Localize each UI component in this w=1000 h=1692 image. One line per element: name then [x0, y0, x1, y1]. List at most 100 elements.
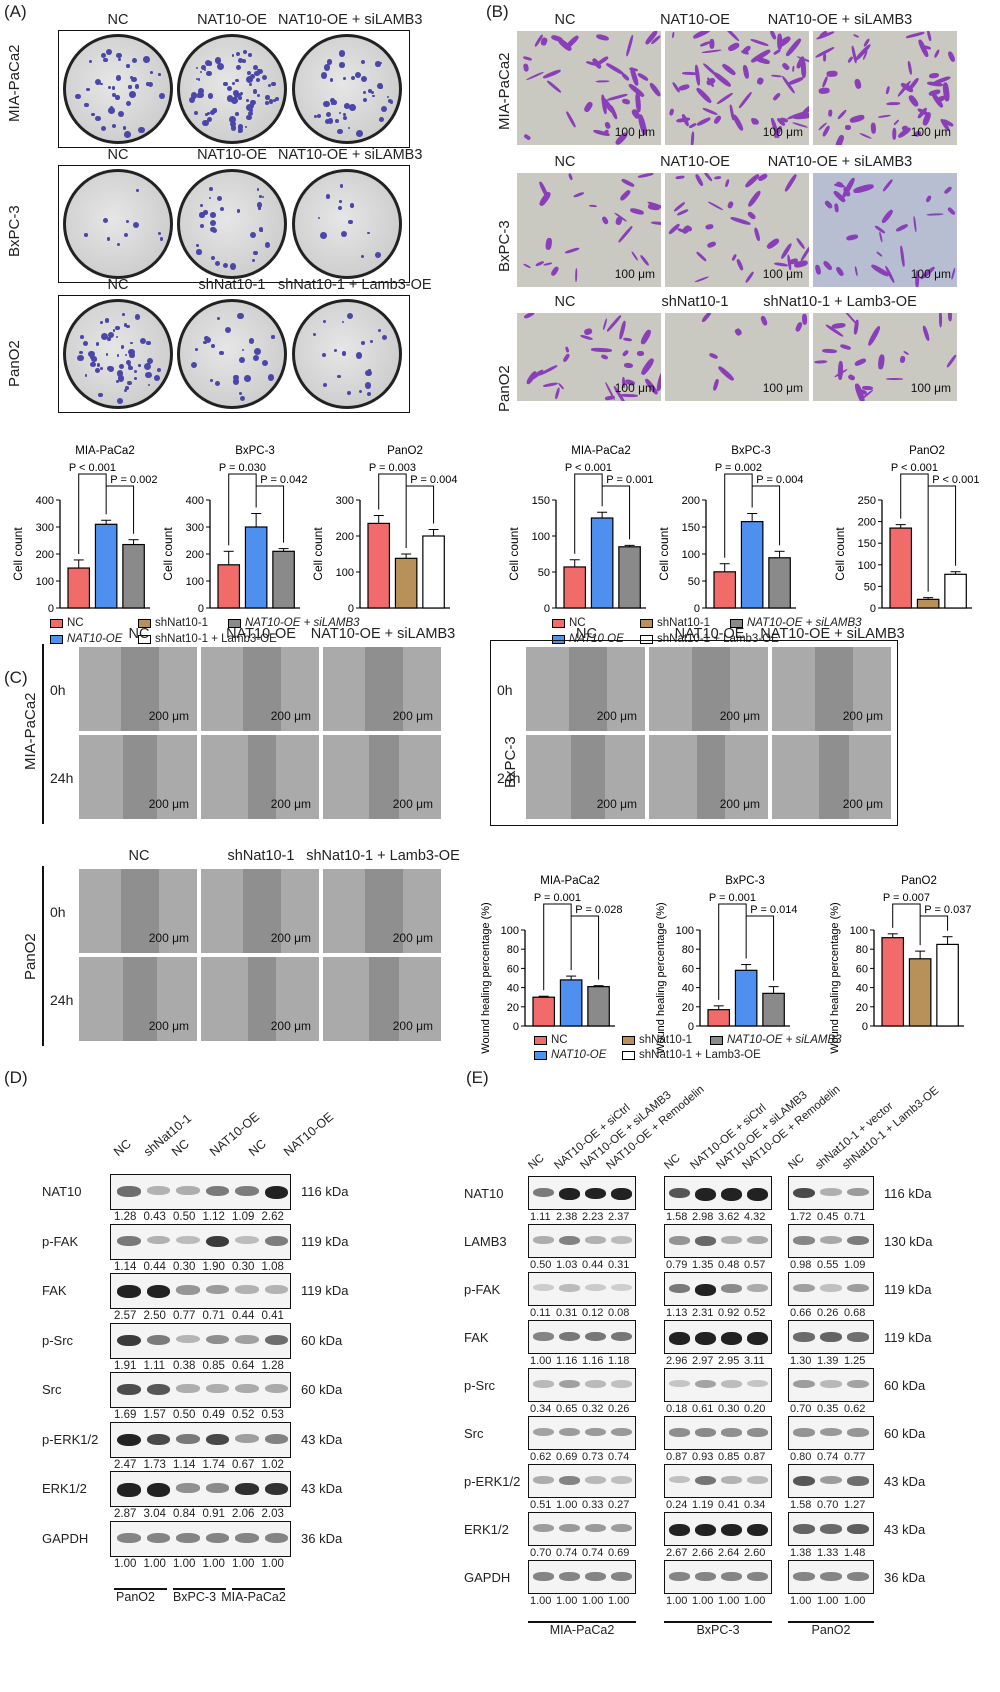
significance-bracket — [724, 473, 753, 558]
protein-name: NAT10 — [42, 1184, 82, 1199]
blot-band — [559, 1188, 580, 1200]
wound-box — [490, 640, 898, 826]
scale-bar-label: 200 μm — [392, 1019, 433, 1033]
blot-band — [820, 1380, 842, 1388]
blot-band — [585, 1236, 606, 1244]
colony — [344, 102, 350, 109]
migrated-cell — [800, 59, 807, 79]
colony — [82, 341, 88, 346]
colony — [248, 111, 254, 117]
band-quantification: 1.58 — [790, 1499, 812, 1511]
band-quantification: 1.00 — [261, 1557, 284, 1570]
migrated-cell — [746, 189, 762, 209]
y-axis-label: Cell count — [507, 527, 521, 581]
colony — [236, 312, 244, 320]
blot-band — [847, 1332, 869, 1342]
blot-band — [721, 1476, 742, 1484]
colony — [258, 206, 262, 210]
chart-title: PanO2 — [387, 445, 423, 457]
blot-band — [585, 1572, 606, 1581]
colony — [261, 359, 269, 366]
blot-band — [747, 1188, 768, 1201]
migrated-cell — [836, 108, 848, 120]
colony — [249, 82, 253, 87]
bar — [532, 996, 556, 1027]
blot-band — [669, 1524, 690, 1537]
colony — [190, 362, 197, 369]
colony — [77, 354, 84, 362]
colony — [204, 68, 207, 71]
migrated-cell — [714, 175, 722, 180]
wound-image: 200 μm — [78, 868, 198, 954]
blot-band — [146, 1384, 170, 1396]
band-quantification: 1.02 — [261, 1458, 284, 1471]
y-tick-label: 80 — [507, 944, 519, 956]
colony — [118, 375, 125, 382]
colony-plate-box — [58, 30, 410, 148]
y-tick-label: 40 — [507, 983, 519, 995]
migrated-cell — [834, 203, 840, 213]
colony — [340, 230, 347, 237]
time-label: 0h — [50, 682, 66, 698]
blot-band — [146, 1433, 170, 1445]
colony — [206, 70, 212, 77]
scale-bar-label: 100 μm — [614, 125, 655, 139]
colony — [379, 117, 385, 123]
scale-bar-label: 200 μm — [148, 709, 189, 723]
colony — [233, 374, 240, 381]
migrated-cell — [636, 72, 650, 83]
wound-image: 200 μm — [525, 646, 646, 732]
migrated-cell — [765, 237, 781, 251]
migrated-cell — [881, 178, 894, 192]
colony — [126, 324, 130, 329]
migrated-cell — [524, 313, 536, 320]
y-tick-label: 150 — [532, 495, 550, 507]
migrated-cell — [759, 315, 768, 327]
migrated-cell — [737, 91, 753, 110]
blot-row — [788, 1272, 874, 1306]
colony — [249, 108, 254, 113]
colony — [204, 336, 211, 343]
blot-band — [669, 1188, 690, 1199]
migrated-cell — [938, 313, 943, 328]
band-quantification: 0.80 — [790, 1451, 812, 1463]
migrated-cell — [621, 98, 630, 106]
scale-bar-label: 200 μm — [596, 797, 637, 811]
band-quantification: 0.70 — [790, 1403, 812, 1415]
bar — [734, 969, 758, 1027]
migrated-cell — [772, 48, 781, 56]
migrated-cell — [823, 199, 834, 210]
colony — [111, 123, 117, 128]
band-quantification: 1.00 — [718, 1595, 740, 1607]
blot-band — [747, 1236, 768, 1245]
colony — [248, 52, 253, 57]
band-quantification: 1.39 — [817, 1355, 839, 1367]
migrated-cell — [694, 64, 701, 86]
colony — [272, 98, 276, 102]
migrated-cell — [947, 206, 957, 216]
band-quantification: 0.67 — [232, 1458, 255, 1471]
band-quantification: 0.44 — [232, 1310, 255, 1322]
y-tick-label: 0 — [348, 603, 354, 615]
colony — [337, 129, 343, 135]
migrated-cell — [814, 264, 823, 275]
band-quantification: 2.38 — [556, 1211, 578, 1223]
y-tick-label: 200 — [36, 549, 54, 561]
band-quantification: 0.26 — [608, 1403, 630, 1415]
migrated-cell — [522, 63, 530, 72]
band-quantification: 0.74 — [817, 1451, 839, 1463]
wound-image: 200 μm — [200, 734, 320, 820]
colony — [144, 362, 152, 370]
colony — [337, 206, 342, 211]
y-tick-label: 0 — [870, 603, 876, 615]
micrograph: 100 μm — [516, 312, 662, 402]
y-tick-label: 100 — [676, 925, 694, 937]
migrated-cell — [896, 126, 912, 140]
blot-band — [235, 1483, 259, 1496]
band-quantification: 1.14 — [114, 1260, 137, 1273]
migrated-cell — [821, 349, 837, 355]
band-quantification: 2.98 — [692, 1211, 714, 1223]
colony — [231, 96, 239, 104]
legend-swatch — [534, 1050, 547, 1060]
scale-bar-label: 100 μm — [614, 381, 655, 395]
